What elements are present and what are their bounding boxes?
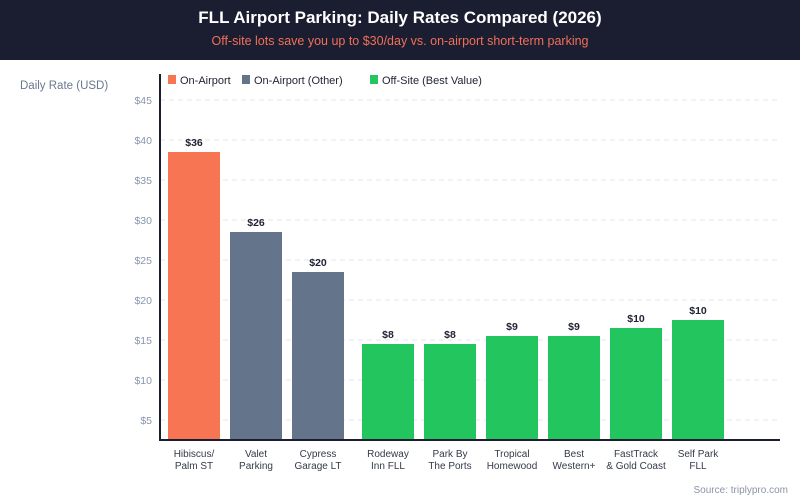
y-axis-label: Daily Rate (USD) (20, 80, 109, 92)
x-tick-label: Rodeway (367, 449, 409, 460)
y-tick-label: $25 (134, 255, 152, 267)
x-tick-label: Self Park (678, 449, 720, 460)
value-label: $10 (689, 305, 707, 317)
bar (230, 232, 282, 440)
value-label: $20 (309, 257, 327, 269)
y-tick-label: $45 (134, 95, 152, 107)
x-tick-label: Cypress (300, 449, 337, 460)
bar (610, 328, 662, 440)
source-note: Source: triplypro.com (693, 485, 788, 496)
bar (486, 336, 538, 440)
bar (168, 152, 220, 440)
bar (424, 344, 476, 440)
x-tick-label: Palm ST (175, 461, 213, 472)
x-tick-label: Valet (245, 449, 267, 460)
bar (362, 344, 414, 440)
header-band: FLL Airport Parking: Daily Rates Compare… (0, 0, 800, 60)
value-label: $9 (568, 321, 580, 333)
x-tick-label: Homewood (487, 461, 538, 472)
x-tick-label: The Ports (428, 461, 471, 472)
x-tick-label: FastTrack (614, 449, 659, 460)
legend-swatch (168, 75, 176, 84)
value-label: $9 (506, 321, 518, 333)
legend-label: On-Airport (180, 75, 231, 87)
legend-swatch (370, 75, 378, 84)
bar (548, 336, 600, 440)
chart-title: FLL Airport Parking: Daily Rates Compare… (198, 8, 602, 27)
x-tick-label: FLL (689, 461, 707, 472)
x-tick-label: Tropical (494, 449, 529, 460)
bar (672, 320, 724, 440)
value-label: $26 (247, 217, 265, 229)
y-tick-label: $30 (134, 215, 152, 227)
value-label: $8 (382, 329, 394, 341)
bar (292, 272, 344, 440)
value-label: $8 (444, 329, 456, 341)
x-tick-label: Parking (239, 461, 273, 472)
value-label: $10 (627, 313, 645, 325)
x-tick-label: Best (564, 449, 584, 460)
x-tick-label: Park By (432, 449, 467, 460)
x-tick-label: Hibiscus/ (174, 449, 215, 460)
y-tick-label: $15 (134, 335, 152, 347)
x-tick-label: Garage LT (294, 461, 341, 472)
y-tick-label: $40 (134, 135, 152, 147)
x-tick-label: Western+ (553, 461, 596, 472)
y-tick-label: $20 (134, 295, 152, 307)
legend-label: Off-Site (Best Value) (382, 75, 482, 87)
y-tick-label: $5 (140, 415, 152, 427)
legend-swatch (242, 75, 250, 84)
y-tick-label: $10 (134, 375, 152, 387)
chart-subtitle: Off-site lots save you up to $30/day vs.… (211, 34, 589, 48)
x-tick-label: & Gold Coast (606, 461, 666, 472)
x-tick-label: Inn FLL (371, 461, 405, 472)
legend-label: On-Airport (Other) (254, 75, 343, 87)
y-tick-label: $35 (134, 175, 152, 187)
value-label: $36 (185, 137, 203, 149)
